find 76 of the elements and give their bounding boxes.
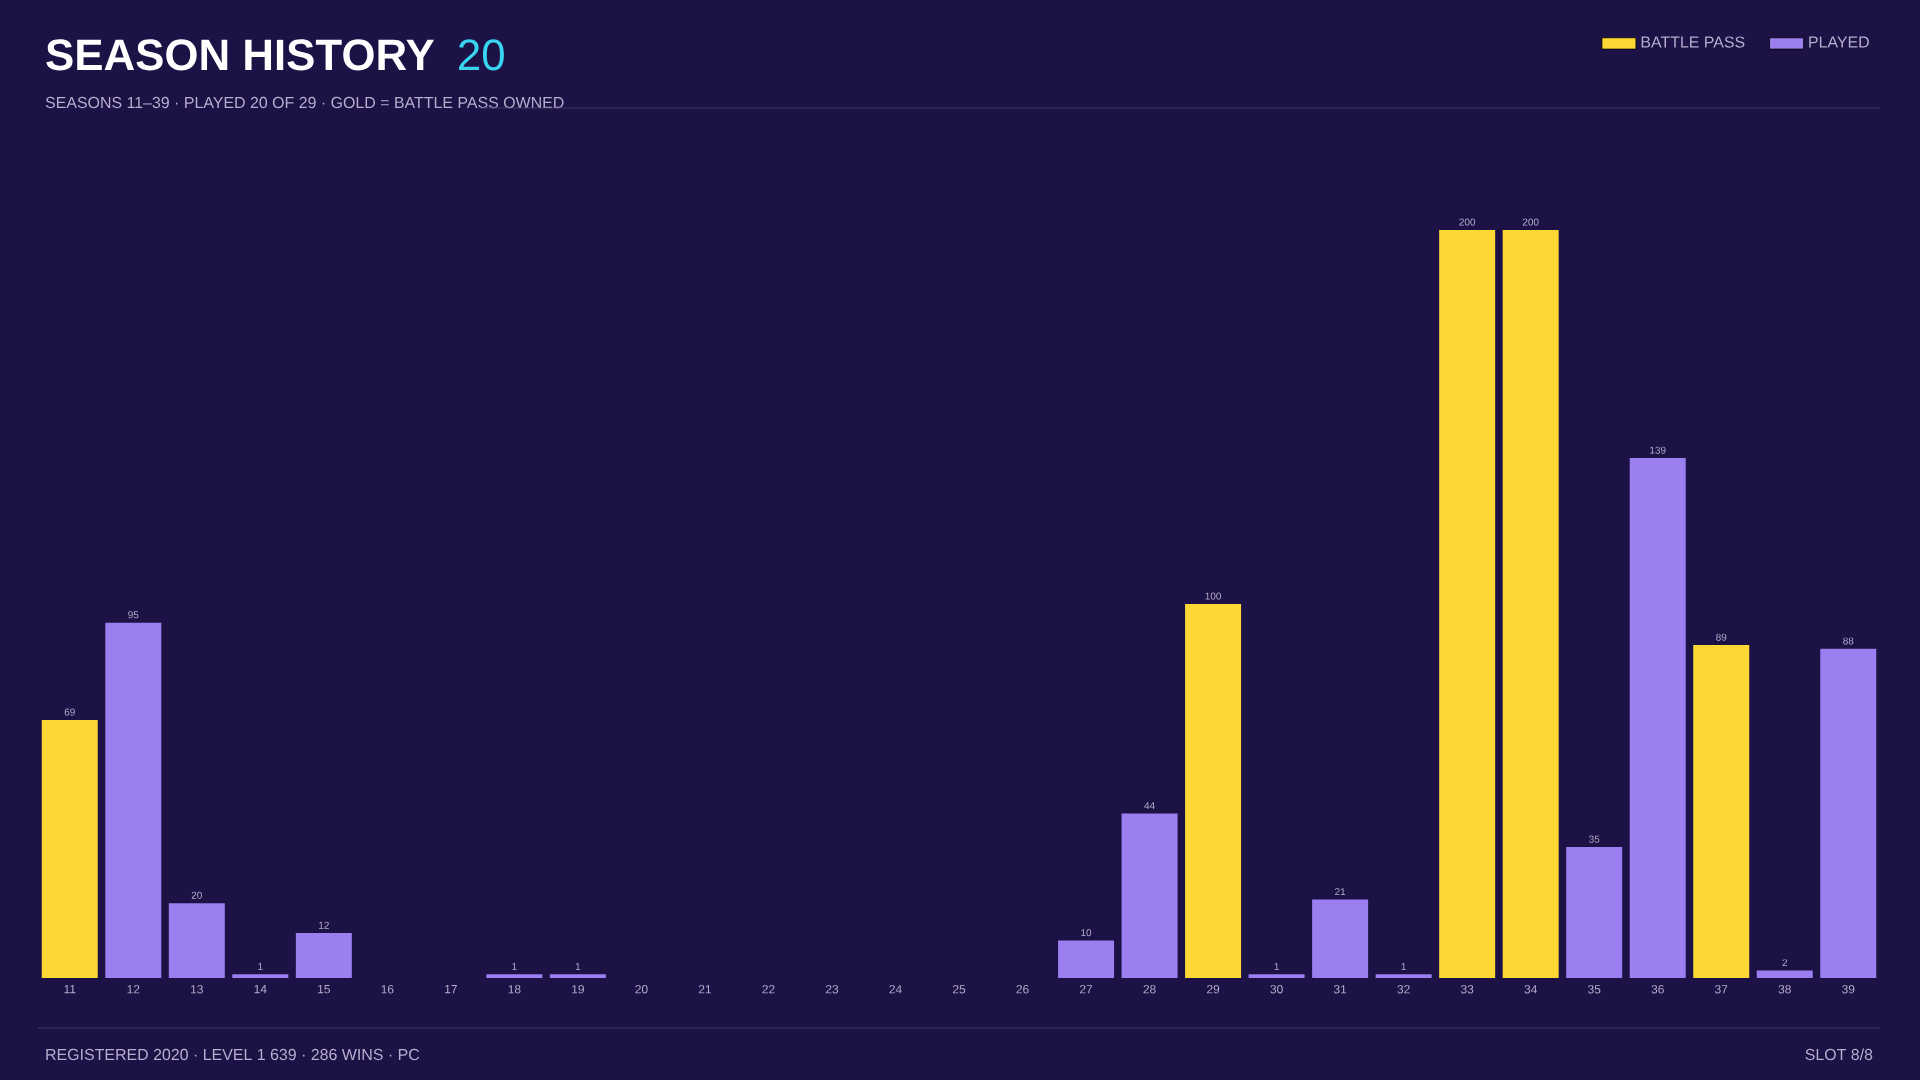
bar bbox=[1185, 603, 1242, 978]
bar bbox=[1375, 974, 1432, 978]
data-label: 44 bbox=[1144, 802, 1155, 810]
x-tick-label: 33 bbox=[1460, 985, 1474, 994]
x-tick-label: 20 bbox=[635, 985, 648, 994]
chart-title: SEASON HISTORY bbox=[46, 39, 435, 71]
bar bbox=[1693, 645, 1750, 978]
x-tick-label: 34 bbox=[1524, 985, 1537, 994]
x-tick-label: 28 bbox=[1143, 985, 1156, 994]
data-label: 35 bbox=[1589, 835, 1600, 843]
data-label: 1 bbox=[512, 963, 517, 970]
x-tick-label: 15 bbox=[318, 985, 330, 994]
x-tick-label: 30 bbox=[1270, 985, 1283, 994]
bar bbox=[1566, 847, 1623, 978]
text: REGISTERED 2020 · LEVEL 1 639 · 286 WINS · PC bbox=[46, 1048, 420, 1061]
x-tick-label: 27 bbox=[1080, 985, 1093, 994]
data-label: 21 bbox=[1335, 888, 1346, 896]
x-tick-label: 17 bbox=[445, 985, 457, 994]
data-label: 1 bbox=[1274, 963, 1279, 970]
data-label: 89 bbox=[1716, 633, 1727, 641]
x-tick-label: 24 bbox=[889, 985, 902, 994]
x-tick-label: 29 bbox=[1207, 985, 1220, 994]
x-tick-label: 31 bbox=[1333, 985, 1347, 994]
bar bbox=[1820, 648, 1877, 978]
bar bbox=[1756, 970, 1813, 978]
x-tick-label: 13 bbox=[191, 985, 203, 994]
data-label: 1 bbox=[1401, 963, 1406, 970]
x-tick-label: 32 bbox=[1397, 985, 1410, 994]
legend-label: PLAYED bbox=[1809, 36, 1869, 48]
bar bbox=[168, 903, 225, 978]
bar bbox=[1058, 940, 1115, 978]
bar bbox=[295, 933, 352, 978]
x-tick-label: 22 bbox=[762, 985, 775, 994]
bar bbox=[1312, 899, 1369, 978]
x-tick-label: 18 bbox=[508, 985, 521, 994]
data-label: 200 bbox=[1459, 218, 1476, 226]
bar bbox=[1248, 974, 1305, 978]
x-tick-label: 37 bbox=[1715, 985, 1728, 994]
x-tick-label: 16 bbox=[381, 985, 394, 994]
data-label: 1 bbox=[258, 963, 263, 970]
bar bbox=[1502, 229, 1559, 978]
data-label: 10 bbox=[1081, 929, 1092, 937]
bar bbox=[486, 974, 543, 978]
legend-label: BATTLE PASS bbox=[1641, 36, 1745, 48]
x-tick-label: 11 bbox=[64, 985, 76, 994]
data-label: 100 bbox=[1205, 592, 1222, 600]
data-label: 139 bbox=[1650, 446, 1666, 454]
bar bbox=[105, 622, 162, 978]
x-tick-label: 39 bbox=[1842, 985, 1855, 994]
data-label: 20 bbox=[191, 891, 202, 899]
data-label: 12 bbox=[319, 921, 329, 929]
text: 20 bbox=[459, 39, 504, 71]
bar bbox=[1629, 458, 1686, 978]
x-tick-label: 25 bbox=[952, 985, 966, 994]
text: SLOT 8/8 bbox=[1805, 1048, 1873, 1061]
data-label: 88 bbox=[1843, 637, 1854, 645]
chart-subtitle: SEASONS 11–39 · PLAYED 20 OF 29 · GOLD = BATTLE PASS OWNED bbox=[45, 96, 564, 109]
data-label: 2 bbox=[1782, 959, 1788, 967]
x-tick-label: 12 bbox=[127, 985, 140, 994]
data-label: 69 bbox=[64, 708, 75, 716]
x-tick-label: 36 bbox=[1651, 985, 1664, 994]
bar bbox=[41, 719, 98, 978]
bar bbox=[1121, 813, 1178, 978]
x-tick-label: 38 bbox=[1778, 985, 1791, 994]
x-tick-label: 26 bbox=[1016, 985, 1029, 994]
x-tick-label: 21 bbox=[698, 985, 712, 994]
x-tick-label: 23 bbox=[825, 985, 839, 994]
bar bbox=[549, 974, 606, 978]
data-label: 1 bbox=[575, 963, 581, 970]
x-tick-label: 19 bbox=[572, 985, 584, 994]
bar bbox=[232, 974, 289, 978]
data-label: 95 bbox=[128, 611, 139, 619]
x-tick-label: 35 bbox=[1588, 985, 1601, 994]
bar bbox=[1439, 229, 1496, 978]
data-label: 200 bbox=[1522, 218, 1539, 226]
x-tick-label: 14 bbox=[254, 985, 267, 994]
